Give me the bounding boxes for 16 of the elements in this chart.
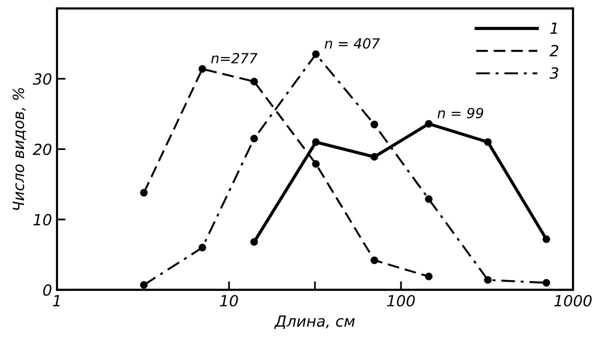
y-tick-label: 20 — [32, 144, 52, 156]
y-tick-label: 30 — [32, 73, 52, 85]
x-tick-label: 10 — [220, 294, 238, 307]
annotation: n=277 — [211, 52, 258, 64]
annotation: n = 99 — [438, 108, 484, 118]
legend-label: 3 — [550, 67, 558, 79]
y-tick-label: 0 — [43, 284, 52, 296]
y-tick-label: 10 — [33, 214, 52, 226]
x-tick-label: 1 — [52, 295, 60, 306]
legend-label: 2 — [550, 44, 558, 56]
annotation: n = 407 — [324, 38, 380, 49]
y-axis-title: Число видов, % — [12, 88, 26, 210]
x-tick-label: 100 — [387, 294, 415, 307]
x-axis-title: Длина, см — [274, 315, 355, 330]
legend-label: 1 — [550, 22, 557, 34]
x-tick-label: 1000 — [554, 294, 592, 307]
